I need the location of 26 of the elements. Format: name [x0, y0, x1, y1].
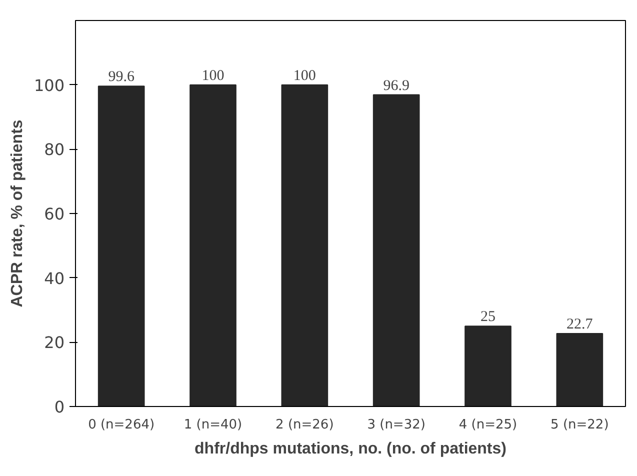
x-tick-label: 0 (n=264): [88, 418, 155, 432]
x-axis-title: dhfr/dhps mutations, no. (no. of patients): [194, 440, 506, 458]
x-tick-label: 5 (n=22): [550, 418, 609, 432]
y-axis-title: ACPR rate, % of patients: [8, 120, 26, 308]
y-tick-label: 80: [44, 140, 64, 160]
y-tick-label: 60: [44, 204, 64, 224]
data-label: 100: [202, 68, 224, 84]
y-tick-label: 0: [54, 398, 65, 416]
bar: [556, 332, 604, 406]
data-label: 22.7: [566, 316, 594, 332]
x-tick-label: 4 (n=25): [458, 418, 518, 432]
bar: [372, 94, 420, 406]
bar: [98, 86, 145, 406]
data-label: 25: [480, 309, 496, 326]
y-tick-label: 40: [44, 268, 64, 288]
data-label: 99.6: [108, 69, 135, 86]
data-label: 100: [293, 68, 316, 84]
bar: [464, 326, 512, 406]
y-tick-label: 100: [34, 76, 65, 95]
x-tick-label: 2 (n=26): [276, 418, 334, 432]
x-tick-label: 1 (n=40): [184, 418, 242, 432]
data-label: 96.9: [383, 78, 410, 94]
bar: [190, 84, 236, 406]
bar: [281, 84, 328, 406]
y-tick-label: 20: [44, 333, 64, 352]
x-tick-label: 3 (n=32): [367, 418, 426, 432]
